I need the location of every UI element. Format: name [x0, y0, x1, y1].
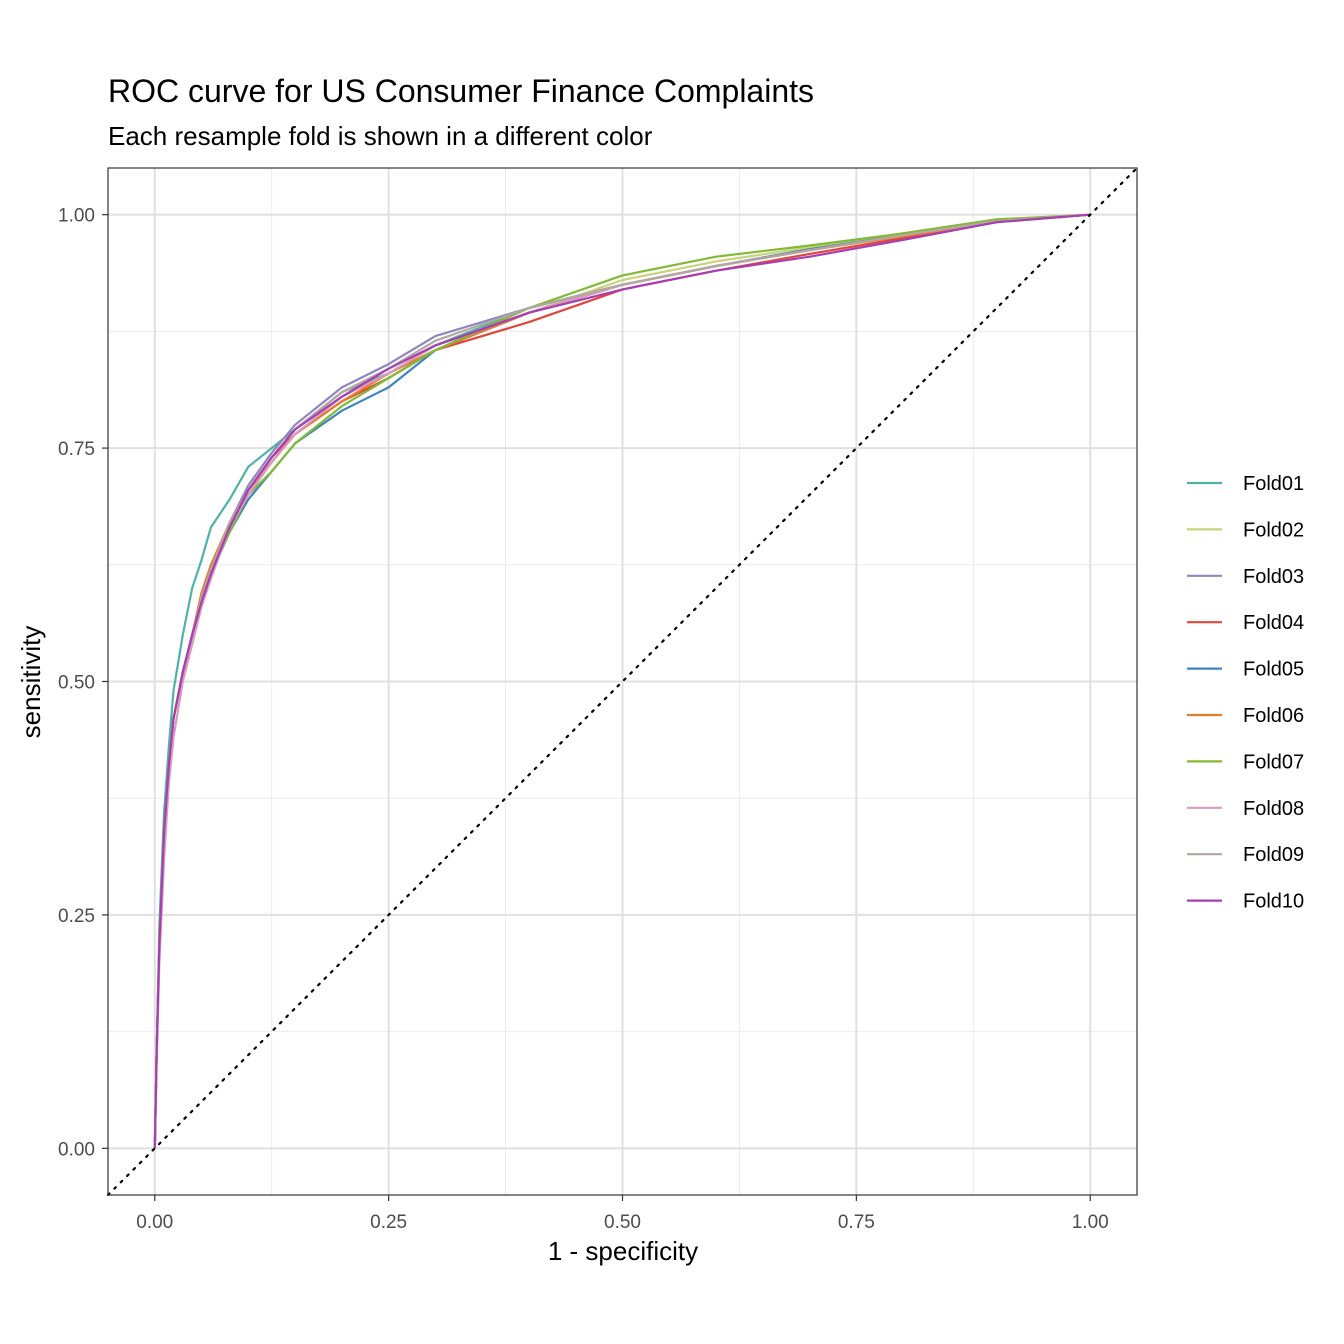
- legend-label: Fold06: [1243, 705, 1304, 727]
- y-tick-label: 1.00: [58, 206, 95, 227]
- chart-subtitle: Each resample fold is shown in a differe…: [108, 121, 653, 151]
- legend-label: Fold02: [1243, 519, 1304, 541]
- x-tick-label: 0.00: [136, 1212, 173, 1233]
- x-tick-label: 0.25: [370, 1212, 407, 1233]
- legend-label: Fold01: [1243, 473, 1304, 495]
- legend-label: Fold10: [1243, 891, 1304, 913]
- legend-item-fold05: Fold05: [1187, 659, 1304, 681]
- reference-diagonal: [106, 166, 1139, 1197]
- legend-item-fold02: Fold02: [1187, 519, 1304, 541]
- x-axis-title: 1 - specificity: [548, 1236, 698, 1266]
- legend: Fold01 Fold02 Fold03 Fold04 Fold05 Fold06 Fold…: [1187, 473, 1304, 913]
- legend-item-fold06: Fold06: [1187, 705, 1304, 727]
- y-axis-ticks: 0.00 0.25 0.50 0.75 1.00: [58, 206, 108, 1160]
- y-axis-title: sensitivity: [16, 626, 46, 739]
- legend-item-fold09: Fold09: [1187, 844, 1304, 866]
- legend-item-fold07: Fold07: [1187, 751, 1304, 773]
- x-axis-ticks: 0.00 0.25 0.50 0.75 1.00: [136, 1195, 1109, 1233]
- legend-item-fold04: Fold04: [1187, 612, 1304, 634]
- series-group: [153, 213, 1091, 1149]
- y-tick-label: 0.25: [58, 906, 95, 927]
- y-tick-label: 0.75: [58, 439, 95, 460]
- x-tick-label: 1.00: [1072, 1212, 1109, 1233]
- legend-label: Fold08: [1243, 798, 1304, 820]
- legend-item-fold01: Fold01: [1187, 473, 1304, 495]
- legend-item-fold10: Fold10: [1187, 891, 1304, 913]
- legend-label: Fold07: [1243, 751, 1304, 773]
- legend-item-fold03: Fold03: [1187, 566, 1304, 588]
- legend-label: Fold03: [1243, 566, 1304, 588]
- x-tick-label: 0.75: [838, 1212, 875, 1233]
- grid-major: [108, 168, 1137, 1195]
- legend-label: Fold05: [1243, 659, 1304, 681]
- x-tick-label: 0.50: [604, 1212, 641, 1233]
- legend-item-fold08: Fold08: [1187, 798, 1304, 820]
- legend-label: Fold04: [1243, 612, 1304, 634]
- roc-line-fold10: [153, 213, 1091, 1149]
- y-tick-label: 0.00: [58, 1139, 95, 1160]
- legend-label: Fold09: [1243, 844, 1304, 866]
- chart-title: ROC curve for US Consumer Finance Compla…: [108, 73, 814, 109]
- y-tick-label: 0.50: [58, 673, 95, 694]
